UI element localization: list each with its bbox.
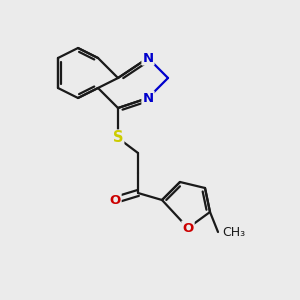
Text: O: O [182, 221, 194, 235]
Text: N: N [142, 52, 154, 64]
Text: O: O [110, 194, 121, 206]
Text: CH₃: CH₃ [222, 226, 245, 238]
Text: N: N [142, 92, 154, 104]
Text: S: S [113, 130, 123, 146]
